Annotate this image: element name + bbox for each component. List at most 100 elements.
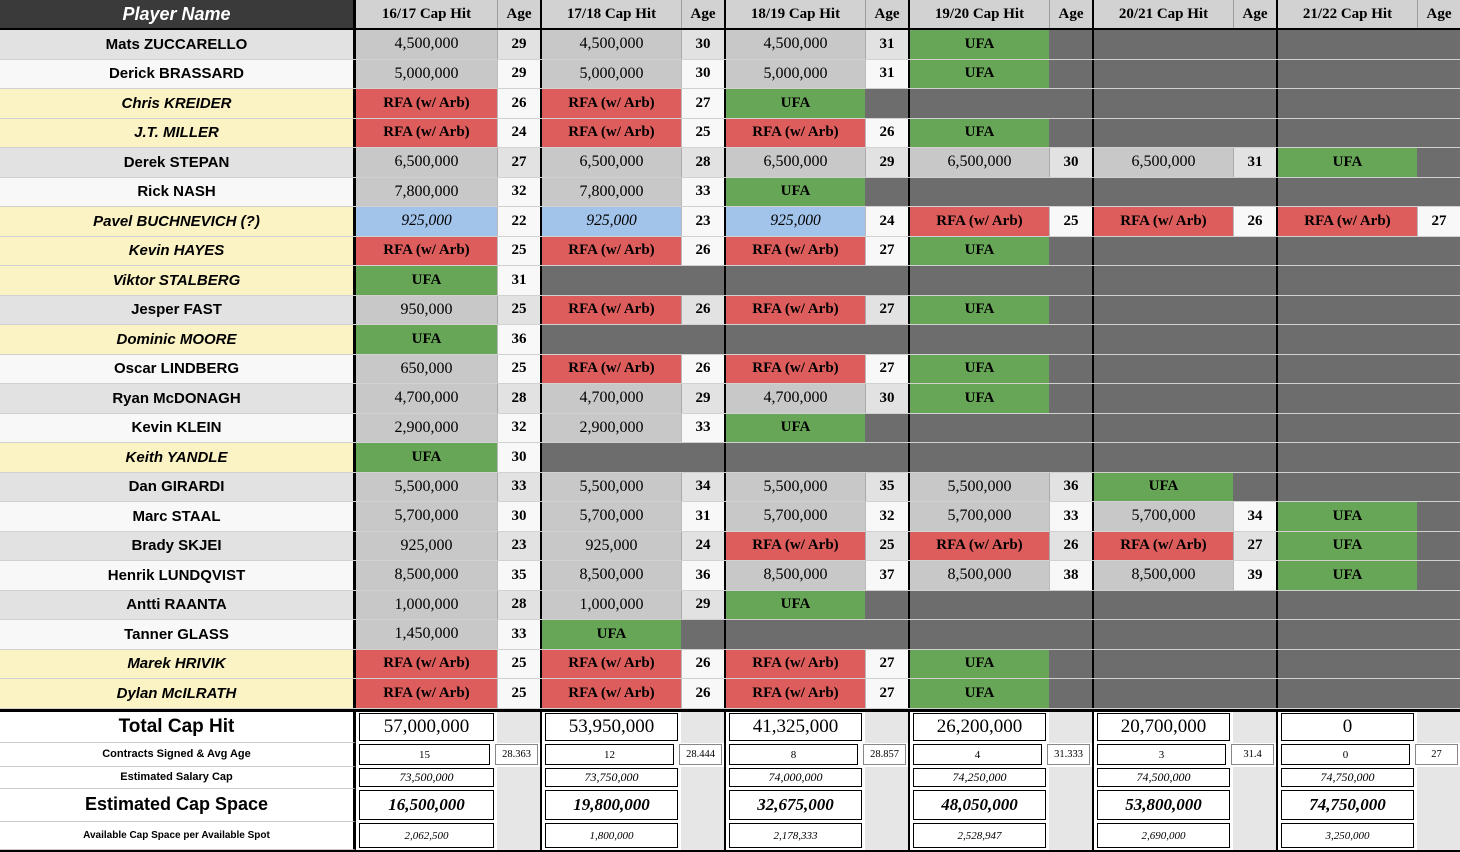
age-cell: 26	[1233, 207, 1276, 236]
season-cell-group	[724, 620, 908, 649]
age-cell	[1049, 177, 1092, 206]
player-name-cell: Mats ZUCCARELLO	[0, 30, 356, 59]
footer-cell-group: 2,062,500	[356, 821, 540, 850]
season-cell-group: UFA	[908, 679, 1092, 708]
season-cell-group: RFA (w/ Arb) 27	[1276, 207, 1460, 236]
age-cell	[1049, 266, 1092, 295]
age-cell: 22	[497, 207, 540, 236]
age-cell: 23	[497, 531, 540, 560]
age-cell	[1233, 295, 1276, 324]
cap-hit-cell-empty	[1278, 30, 1417, 59]
age-cell	[1233, 620, 1276, 649]
season-cell-group	[1092, 325, 1276, 354]
footer-value-cell: 1,800,000	[545, 823, 678, 848]
cap-hit-cell-ufa: UFA	[1278, 502, 1417, 531]
cap-hit-cell-empty	[726, 266, 865, 295]
cap-hit-cell-empty	[1094, 59, 1233, 88]
player-name-cell: Chris KREIDER	[0, 89, 356, 118]
age-cell	[1049, 118, 1092, 147]
cap-hit-cell-ufa: UFA	[910, 30, 1049, 59]
footer-value-cell: 12	[545, 744, 674, 765]
cap-hit-cell-rfa: RFA (w/ Arb)	[542, 295, 681, 324]
age-cell	[1049, 236, 1092, 265]
cap-hit-cell-ufa: UFA	[910, 118, 1049, 147]
cap-hit-cell-num: 8,500,000	[910, 561, 1049, 590]
footer-age-cell	[865, 766, 908, 789]
footer-cell-group: 74,250,000	[908, 766, 1092, 789]
season-cell-group: UFA	[908, 236, 1092, 265]
season-cell-group: 1,000,000 28	[356, 590, 540, 619]
cap-hit-cell-rfa: RFA (w/ Arb)	[356, 89, 497, 118]
player-name-cell: Kevin KLEIN	[0, 413, 356, 442]
age-cell	[1417, 59, 1460, 88]
cap-hit-cell-empty	[1278, 59, 1417, 88]
age-cell	[1417, 177, 1460, 206]
cap-hit-cell-empty	[1094, 620, 1233, 649]
cap-hit-cell-empty	[1278, 266, 1417, 295]
age-cell: 25	[497, 679, 540, 708]
cap-hit-cell-rfa: RFA (w/ Arb)	[542, 679, 681, 708]
age-cell: 34	[681, 472, 724, 501]
footer-value-cell: 0	[1281, 713, 1414, 741]
footer-value-cell: 57,000,000	[359, 713, 494, 741]
player-row: Chris KREIDER RFA (w/ Arb) 26 RFA (w/ Arb) 2…	[0, 89, 1460, 119]
footer-cell-group: 20,700,000	[1092, 711, 1276, 743]
footer-row-salary: Estimated Salary Cap 73,500,000 73,750,000…	[0, 766, 1460, 789]
cap-hit-cell-ufa: UFA	[356, 325, 497, 354]
season-cell-group: RFA (w/ Arb) 27	[724, 354, 908, 383]
age-cell: 35	[865, 472, 908, 501]
season-cell-group	[1092, 384, 1276, 413]
cap-hit-cell-num: 6,500,000	[1094, 148, 1233, 177]
season-cell-group: RFA (w/ Arb) 25	[356, 236, 540, 265]
cap-hit-cell-ufa: UFA	[726, 413, 865, 442]
cap-hit-cell-empty	[1278, 413, 1417, 442]
season-cell-group	[1276, 679, 1460, 708]
age-cell	[1049, 443, 1092, 472]
footer-cell-group: 2,690,000	[1092, 821, 1276, 850]
age-cell: 31	[865, 30, 908, 59]
season-cell-group	[540, 266, 724, 295]
cap-hit-cell-num: 6,500,000	[356, 148, 497, 177]
age-cell: 27	[865, 649, 908, 678]
age-cell: 25	[497, 354, 540, 383]
age-cell	[1417, 384, 1460, 413]
age-cell	[1233, 266, 1276, 295]
season-cell-group: 5,000,000 30	[540, 59, 724, 88]
cap-hit-cell-empty	[1094, 590, 1233, 619]
cap-hit-cell-num: 4,700,000	[542, 384, 681, 413]
season-cell-group	[908, 443, 1092, 472]
cap-hit-cell-num: 5,700,000	[542, 502, 681, 531]
footer-age-cell	[1233, 766, 1276, 789]
player-row: Kevin KLEIN 2,900,000 32 2,900,000 33 UFA	[0, 413, 1460, 443]
cap-hit-cell-num: 5,500,000	[910, 472, 1049, 501]
age-cell: 36	[681, 561, 724, 590]
cap-hit-cell-elc: 925,000	[356, 207, 497, 236]
footer-value-cell: 73,750,000	[545, 768, 678, 787]
cap-hit-cell-empty	[1278, 472, 1417, 501]
age-cell: 32	[497, 177, 540, 206]
cap-hit-cell-ufa: UFA	[910, 236, 1049, 265]
cap-hit-cell-num: 1,000,000	[542, 590, 681, 619]
age-cell	[1233, 30, 1276, 59]
cap-hit-cell-num: 4,500,000	[356, 30, 497, 59]
season-cap-hit-header: 19/20 Cap Hit	[910, 0, 1049, 28]
season-cell-group: UFA	[724, 89, 908, 118]
age-cell: 29	[497, 30, 540, 59]
season-cell-group: 6,500,000 27	[356, 148, 540, 177]
player-name-header: Player Name	[0, 0, 356, 28]
season-cell-group: 2,900,000 33	[540, 413, 724, 442]
season-cell-group: 5,500,000 36	[908, 472, 1092, 501]
age-cell: 37	[865, 561, 908, 590]
age-cell	[1049, 649, 1092, 678]
footer-age-cell	[1417, 788, 1460, 822]
season-cell-group: 950,000 25	[356, 295, 540, 324]
footer-cell-group: 26,200,000	[908, 711, 1092, 743]
player-row: Brady SKJEI 925,000 23 925,000 24 RFA (w/ Arb…	[0, 531, 1460, 561]
footer-cell-group: 8 28.857	[724, 742, 908, 767]
age-cell	[1417, 118, 1460, 147]
player-name-cell: Marc STAAL	[0, 502, 356, 531]
cap-hit-cell-empty	[910, 266, 1049, 295]
cap-hit-cell-ufa: UFA	[1278, 531, 1417, 560]
cap-hit-cell-rfa: RFA (w/ Arb)	[1278, 207, 1417, 236]
footer-age-cell	[1417, 821, 1460, 850]
